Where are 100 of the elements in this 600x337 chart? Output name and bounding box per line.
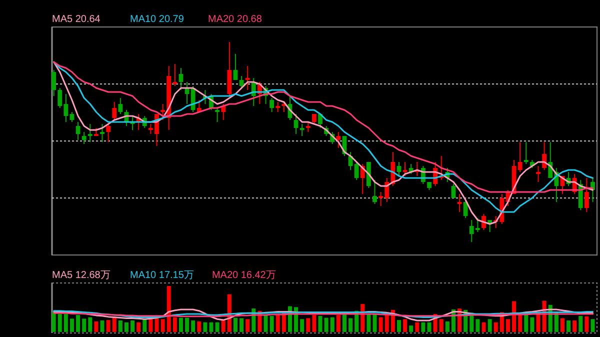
candlestick [451,184,456,198]
bar [445,321,450,332]
candlestick [106,124,111,142]
bar [403,319,408,332]
bar [396,320,401,332]
bar [560,318,564,332]
candlestick [457,194,462,212]
bar [494,322,498,332]
candlestick [542,142,547,170]
candlestick [82,132,86,144]
bar [160,319,165,332]
candlestick [372,180,377,204]
candlestick [536,166,540,182]
bar [476,319,480,332]
bar [52,312,56,332]
candlestick [312,114,316,124]
bar [366,314,371,332]
bar [506,319,510,332]
candlestick [294,114,298,134]
bar [372,314,377,332]
bar [306,318,310,332]
bar [76,314,80,332]
bar [324,318,328,332]
bar [136,322,141,332]
candlestick [354,162,359,180]
candlestick [245,66,250,90]
bar [148,319,153,332]
bar [348,318,353,332]
bar [378,317,383,332]
bar [384,314,389,332]
bar [488,319,492,332]
candlestick [52,70,56,96]
candlestick [306,122,310,132]
bar [246,319,250,332]
candlestick [276,102,280,112]
bar [106,320,110,332]
bar [264,314,268,332]
bar [185,318,190,332]
bar [64,314,68,332]
bar [421,322,426,332]
candlestick [100,124,104,142]
bar [233,318,238,332]
bar [209,322,214,332]
bar [88,317,92,332]
bar [215,322,220,332]
candlestick [88,124,92,142]
bar [578,316,583,332]
bar [318,316,322,332]
candlestick [76,122,80,140]
candlestick [178,68,184,90]
bar [590,319,595,332]
candlestick [396,162,402,176]
bar [342,314,346,332]
bar [100,320,104,332]
candlestick [524,142,528,164]
candlestick [118,98,123,114]
candlestick [227,42,232,96]
bar [336,314,340,332]
bar [221,320,226,332]
bar [112,317,116,332]
bar [415,322,420,332]
bar [118,320,122,332]
bar [142,319,147,332]
candlestick [270,98,274,112]
candlestick [518,142,522,172]
bar [512,301,516,332]
bar [166,286,171,332]
bar [70,318,74,332]
candlestick [215,108,220,122]
bar [240,318,244,332]
bar [270,316,274,332]
candlestick [584,178,589,212]
candlestick [233,54,238,80]
candlestick [463,200,468,218]
bar [427,322,432,332]
bar [584,316,589,332]
bar [197,321,202,332]
bar [178,318,183,332]
legend: MA5 20.64 MA10 20.79 MA20 20.68 [52,14,262,25]
candlestick [160,104,166,120]
bar [312,314,316,332]
bar [330,317,334,332]
candlestick [70,112,74,122]
bar [82,318,86,332]
bar [94,321,98,332]
bar [439,319,444,332]
candlestick [402,162,408,176]
bar [172,317,177,332]
bar [130,320,135,332]
legend: MA5 12.68万 MA10 17.15万 MA20 16.42万 [52,270,276,281]
candlestick [318,114,322,128]
bar [191,320,196,332]
bar [409,326,414,332]
bar [566,320,571,332]
bar [518,314,522,332]
bar [276,314,280,332]
candlestick [112,102,117,120]
bar [572,320,577,332]
bar [124,322,128,332]
bar [203,322,208,332]
